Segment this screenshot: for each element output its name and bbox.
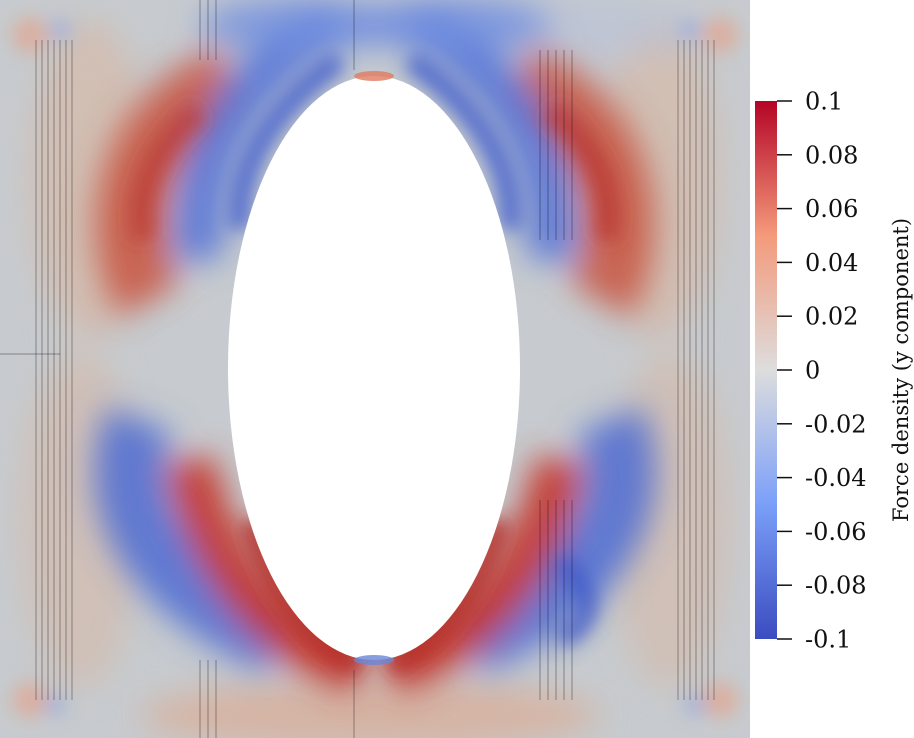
- colorbar-tick-label: -0.1: [805, 626, 851, 654]
- colorbar-tick-label: -0.08: [805, 572, 867, 600]
- colorbar: 0.1 0.08 0.06 0.04 0.02 0 -0.02 -0.04 -0…: [755, 88, 913, 654]
- colorbar-tick-label: -0.06: [805, 518, 867, 546]
- colorbar-tick-label: 0.1: [805, 88, 843, 116]
- force-field: [0, 0, 750, 738]
- colorbar-tick-label: 0: [805, 357, 820, 385]
- colorbar-tick-label: 0.02: [805, 303, 858, 331]
- colorbar-tick-label: 0.04: [805, 249, 858, 277]
- colorbar-tick-marks: [777, 100, 792, 640]
- colorbar-tick-label: -0.04: [805, 464, 867, 492]
- central-hole: [228, 76, 520, 660]
- colorbar-title: Force density (y component): [889, 218, 913, 522]
- corner-artifacts: [12, 17, 738, 718]
- colorbar-tick-labels: 0.1 0.08 0.06 0.04 0.02 0 -0.02 -0.04 -0…: [805, 88, 867, 654]
- mesh-lines: [0, 0, 715, 738]
- hole-top-cap: [354, 71, 394, 81]
- colorbar-tick-label: 0.08: [805, 141, 858, 169]
- colorbar-tick-label: 0.06: [805, 195, 858, 223]
- hole-bottom-cap: [354, 655, 394, 665]
- colorbar-gradient: [755, 101, 777, 639]
- colorbar-tick-label: -0.02: [805, 410, 867, 438]
